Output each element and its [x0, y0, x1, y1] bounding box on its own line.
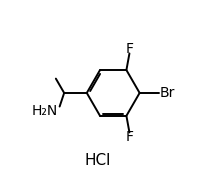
Text: HCl: HCl: [85, 153, 111, 168]
Text: F: F: [125, 130, 134, 144]
Text: F: F: [125, 42, 134, 56]
Text: H₂N: H₂N: [32, 104, 58, 118]
Text: Br: Br: [160, 86, 175, 100]
